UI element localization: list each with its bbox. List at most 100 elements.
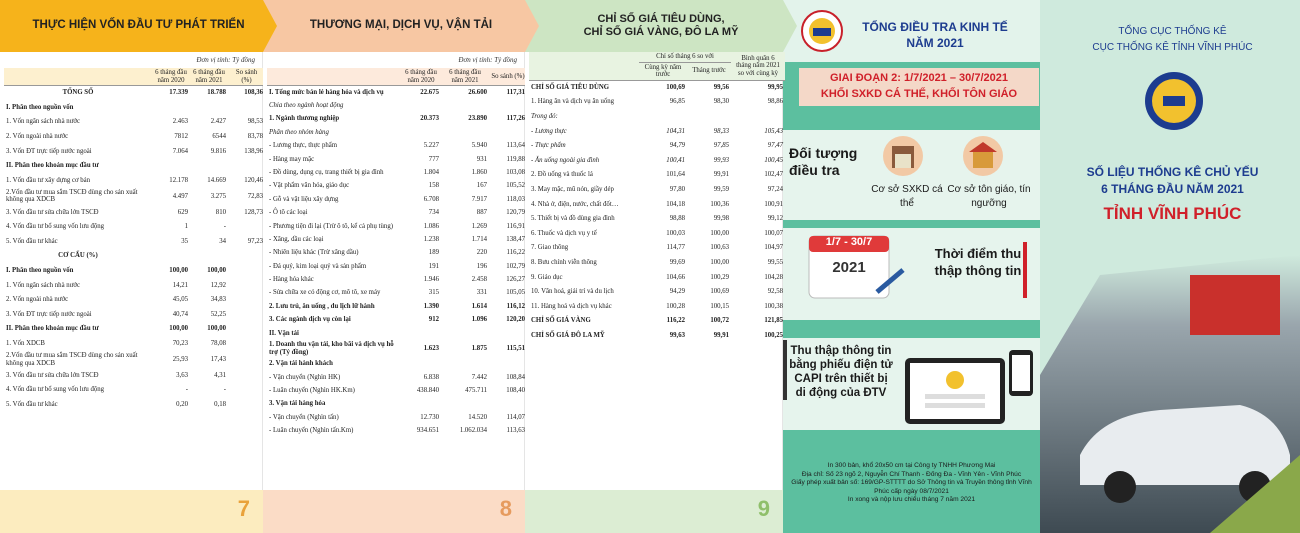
cell-value xyxy=(228,351,265,368)
cell-value: 1.804 xyxy=(423,168,439,176)
page-number: 9 xyxy=(757,496,770,521)
table-row: 2.Vốn đầu tư mua sắm TSCĐ dùng cho sản x… xyxy=(4,351,265,368)
table-row: CHỈ SỐ GIÁ VÀNG 116,22 100,72 121,85 xyxy=(529,314,785,329)
cell-value: 100,38 xyxy=(764,302,784,310)
cell-value: 102,47 xyxy=(764,171,784,179)
cell-value: 120,20 xyxy=(506,316,525,324)
table-row: 1. Vốn ngân sách nhà nước 2.463 2.427 98,53 xyxy=(4,115,265,130)
row-label: II. Vận tải xyxy=(269,329,299,337)
table-row: - Ăn uống ngoài gia đình 100,41 99,93 100,4… xyxy=(529,153,785,168)
cell-value xyxy=(228,263,265,278)
cell-value: 20.373 xyxy=(420,115,439,123)
census-title: NĂM 2021 xyxy=(906,35,964,50)
cell-value: 40,74 xyxy=(172,310,188,318)
row-label: 1. Vốn ngân sách nhà nước xyxy=(6,281,80,289)
cell-value: 100,00 xyxy=(207,266,226,274)
table-row: 5. Vốn đầu tư khác 35 34 97,23 xyxy=(4,234,265,249)
row-label: 2. Lưu trú, ăn uống , du lịch lữ hành xyxy=(269,302,375,310)
cell-value xyxy=(190,249,228,264)
cell-value: 475.711 xyxy=(465,387,487,395)
cell-value: 100,29 xyxy=(710,273,730,281)
cell-value: 98,30 xyxy=(713,98,730,106)
row-label: - Vận chuyển (Nghìn tấn) xyxy=(269,413,339,421)
cell-value xyxy=(152,100,190,115)
cell-value: 1.086 xyxy=(423,222,439,230)
table-row: - Nhiên liệu khác (Trừ xăng dầu) 189 220 11… xyxy=(267,246,527,259)
cell-value: 97,24 xyxy=(767,185,784,193)
table-row: 11. Hàng hoá và dịch vụ khác 100,28 100,15… xyxy=(529,299,785,314)
cell-value: 99,12 xyxy=(767,215,784,223)
row-label: 2. Đồ uống và thuốc lá xyxy=(531,171,593,179)
table-row: - Thực phẩm 94,79 97,85 97,47 xyxy=(529,139,785,154)
time-label: Thời điểm thu thập thông tin xyxy=(934,246,1022,278)
row-label: 10. Văn hoá, giải trí và du lịch xyxy=(531,288,614,296)
table-row: 3. Vốn đầu tư sửa chữa lớn TSCĐ 629 810 128… xyxy=(4,205,265,220)
row-label: - Lương thực, thực phẩm xyxy=(269,142,338,150)
cell-value: 810 xyxy=(215,208,226,216)
data-table: 6 tháng đầu năm 2020 6 tháng đầu năm 2021… xyxy=(4,68,265,412)
row-label: - Luân chuyển (Nghìn HK.Km) xyxy=(269,387,355,395)
cell-value: 191 xyxy=(428,262,439,270)
cell-value xyxy=(639,110,687,125)
cell-value: 629 xyxy=(177,208,188,216)
cell-value: 99,93 xyxy=(713,156,730,164)
phase-banner: GIAI ĐOẠN 2: 1/7/2021 – 30/7/2021 KHỐI S… xyxy=(799,68,1039,106)
table-row: 2. Vốn ngoài nhà nước 45,05 34,83 xyxy=(4,293,265,308)
cell-value: 100,36 xyxy=(710,200,730,208)
header-cell: 6 tháng đầu năm 2020 xyxy=(155,69,187,84)
row-label: - Vận chuyển (Nghìn HK) xyxy=(269,373,341,381)
table-row: I. Phân theo nguồn vốn 100,00 100,00 xyxy=(4,263,265,278)
row-label: 3. Vốn ĐT trực tiếp nước ngoài xyxy=(6,147,92,155)
table-head: Chỉ số tháng 6 so với Bình quân 6 tháng n… xyxy=(529,52,786,81)
row-label: - Đá quý, kim loại quý và sản phẩm xyxy=(269,262,367,270)
table-row: - Lương thực 104,31 98,33 105,43 xyxy=(529,124,785,139)
row-label: - Lương thực xyxy=(531,127,567,135)
cell-value: 104,28 xyxy=(764,273,784,281)
unit-label: Đơn vị tính: Tỷ đồng xyxy=(196,56,255,64)
cell-value: 12.730 xyxy=(420,413,439,421)
table-row: 7. Giao thông 114,77 100,63 104,97 xyxy=(529,241,785,256)
header-cell xyxy=(529,52,639,80)
agency-name: TỔNG CỤC THỐNG KÊ xyxy=(1118,26,1227,37)
cell-value: 100,07 xyxy=(764,229,784,237)
cell-value: 100,00 xyxy=(169,325,188,333)
row-label: 3. Các ngành dịch vụ còn lại xyxy=(269,316,351,324)
cell-value: 103,08 xyxy=(506,168,525,176)
cell-value xyxy=(228,383,265,398)
cell-value xyxy=(441,126,489,139)
row-label: - Đồ dùng, dụng cụ, trang thiết bị gia đ… xyxy=(269,168,384,176)
cell-value: 101,64 xyxy=(666,171,685,179)
panel-header: THƯƠNG MẠI, DỊCH VỤ, VẬN TẢI xyxy=(263,0,539,52)
cell-value: 0,18 xyxy=(214,400,226,408)
row-label: - Hàng hóa khác xyxy=(269,276,314,284)
cell-value xyxy=(190,159,228,174)
panel-header: CHỈ SỐ GIÁ TIÊU DÙNG, CHỈ SỐ GIÁ VÀNG, ĐÔ… xyxy=(525,0,797,52)
cell-value: 5.227 xyxy=(423,142,439,150)
phase-text: GIAI ĐOẠN 2: 1/7/2021 – 30/7/2021 xyxy=(830,72,1008,84)
cell-value: 7812 xyxy=(174,132,188,140)
cell-value: 1.390 xyxy=(423,302,439,310)
panel-title-line: CHỈ SỐ GIÁ VÀNG, ĐÔ LA MỸ xyxy=(583,26,739,38)
table-row: - Lương thực, thực phẩm 5.227 5.940 113,64 xyxy=(267,139,527,152)
row-label: I. Tổng mức bán lẻ hàng hóa và dịch vụ xyxy=(269,88,384,96)
table-body: CHỈ SỐ GIÁ TIÊU DÙNG 100,69 99,56 99,95 1. H… xyxy=(529,80,786,343)
cell-value: 45,05 xyxy=(172,296,188,304)
cell-value: 189 xyxy=(428,249,439,257)
cell-value: 100,91 xyxy=(764,200,784,208)
cell-value: 99,55 xyxy=(767,258,784,266)
cell-value: 108,84 xyxy=(506,373,525,381)
table-row: - Đồ dùng, dụng cụ, trang thiết bị gia đ… xyxy=(267,166,527,179)
row-label: 6. Thuốc và dịch vụ y tế xyxy=(531,229,597,237)
cell-value: 118,03 xyxy=(506,195,525,203)
table-head: 6 tháng đầu năm 2020 6 tháng đầu năm 2021… xyxy=(4,68,265,86)
cell-value: 99,91 xyxy=(713,171,730,179)
header-cell: 6 tháng đầu năm 2021 xyxy=(193,69,225,84)
table-row: - Vật phẩm văn hóa, giáo dục 158 167 105,52 xyxy=(267,179,527,192)
row-label: 1. Ngành thương nghiệp xyxy=(269,115,340,123)
cell-value: 100,41 xyxy=(666,156,685,164)
cell-value: 14.669 xyxy=(207,176,226,184)
cell-value: 18.788 xyxy=(207,89,226,97)
cell-value: 25,93 xyxy=(172,355,188,363)
table-row: 6. Thuốc và dịch vụ y tế 100,03 100,00 100,… xyxy=(529,226,785,241)
